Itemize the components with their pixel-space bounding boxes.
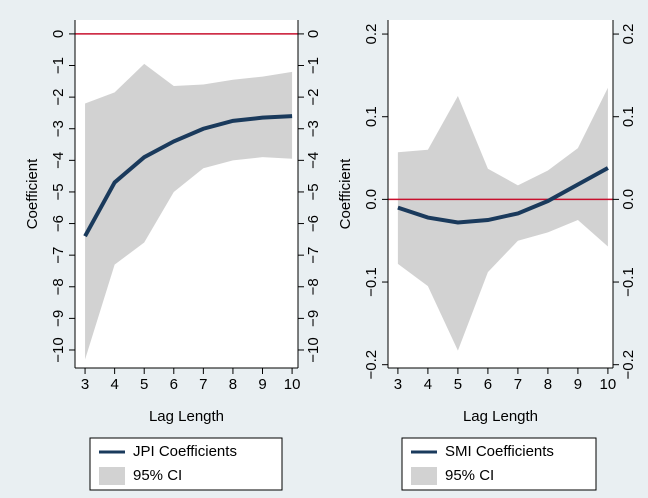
y-tick-label: −10 xyxy=(305,337,322,362)
y-axis-label: Coefficient xyxy=(24,158,41,229)
y-tick-label: 0.2 xyxy=(363,24,380,45)
y-tick-label: −8 xyxy=(305,278,322,295)
x-axis-label: Lag Length xyxy=(149,408,224,425)
y-tick-label: −5 xyxy=(50,183,67,200)
y-tick-label: −2 xyxy=(50,89,67,106)
x-tick-label: 9 xyxy=(258,376,266,393)
y-tick-label: −7 xyxy=(50,247,67,264)
y-tick-label: 0.1 xyxy=(363,106,380,127)
x-tick-label: 3 xyxy=(81,376,89,393)
y-axis-label: Coefficient xyxy=(337,158,354,229)
y-tick-label: −0.2 xyxy=(620,350,637,380)
y-tick-label: 0.1 xyxy=(620,106,637,127)
y-tick-label: −3 xyxy=(305,120,322,137)
coefficient-line xyxy=(397,166,609,225)
x-tick-label: 3 xyxy=(394,376,402,393)
y-tick-label: −10 xyxy=(50,337,67,362)
y-tick-label: 0 xyxy=(50,30,67,38)
legend-swatch xyxy=(99,467,125,485)
x-tick-label: 10 xyxy=(284,376,301,393)
y-tick-label: −1 xyxy=(305,57,322,74)
x-tick-label: 6 xyxy=(484,376,492,393)
x-tick-label: 8 xyxy=(229,376,237,393)
legend-label: 95% CI xyxy=(133,467,182,484)
x-tick-label: 8 xyxy=(544,376,552,393)
y-tick-label: −6 xyxy=(50,215,67,232)
y-tick-label: 0.0 xyxy=(620,189,637,210)
y-tick-label: −7 xyxy=(305,247,322,264)
ci-band xyxy=(85,63,293,360)
y-tick-label: −4 xyxy=(305,152,322,169)
x-tick-label: 5 xyxy=(140,376,148,393)
y-tick-label: −5 xyxy=(305,183,322,200)
y-tick-label: 0.2 xyxy=(620,24,637,45)
legend-label: 95% CI xyxy=(445,467,494,484)
y-tick-label: −0.2 xyxy=(363,350,380,380)
y-tick-label: −6 xyxy=(305,215,322,232)
ci-band xyxy=(397,87,608,351)
y-tick-label: 0 xyxy=(305,30,322,38)
y-tick-label: −3 xyxy=(50,120,67,137)
y-tick-label: 0.0 xyxy=(363,189,380,210)
legend-label: JPI Coefficients xyxy=(133,443,237,460)
y-tick-label: −9 xyxy=(50,310,67,327)
x-tick-label: 9 xyxy=(574,376,582,393)
x-tick-label: 10 xyxy=(600,376,617,393)
coefficient-line xyxy=(83,114,293,238)
y-tick-label: −9 xyxy=(305,310,322,327)
y-tick-label: −2 xyxy=(305,89,322,106)
x-tick-label: 4 xyxy=(110,376,118,393)
y-tick-label: −0.1 xyxy=(363,267,380,297)
y-tick-label: −8 xyxy=(50,278,67,295)
legend-label: SMI Coefficients xyxy=(445,443,554,460)
legend-swatch xyxy=(411,467,437,485)
x-tick-label: 6 xyxy=(170,376,178,393)
x-tick-label: 5 xyxy=(454,376,462,393)
y-tick-label: −0.1 xyxy=(620,267,637,297)
x-tick-label: 4 xyxy=(424,376,432,393)
x-axis-label: Lag Length xyxy=(463,408,538,425)
y-tick-label: −4 xyxy=(50,152,67,169)
y-tick-label: −1 xyxy=(50,57,67,74)
x-tick-label: 7 xyxy=(199,376,207,393)
x-tick-label: 7 xyxy=(514,376,522,393)
